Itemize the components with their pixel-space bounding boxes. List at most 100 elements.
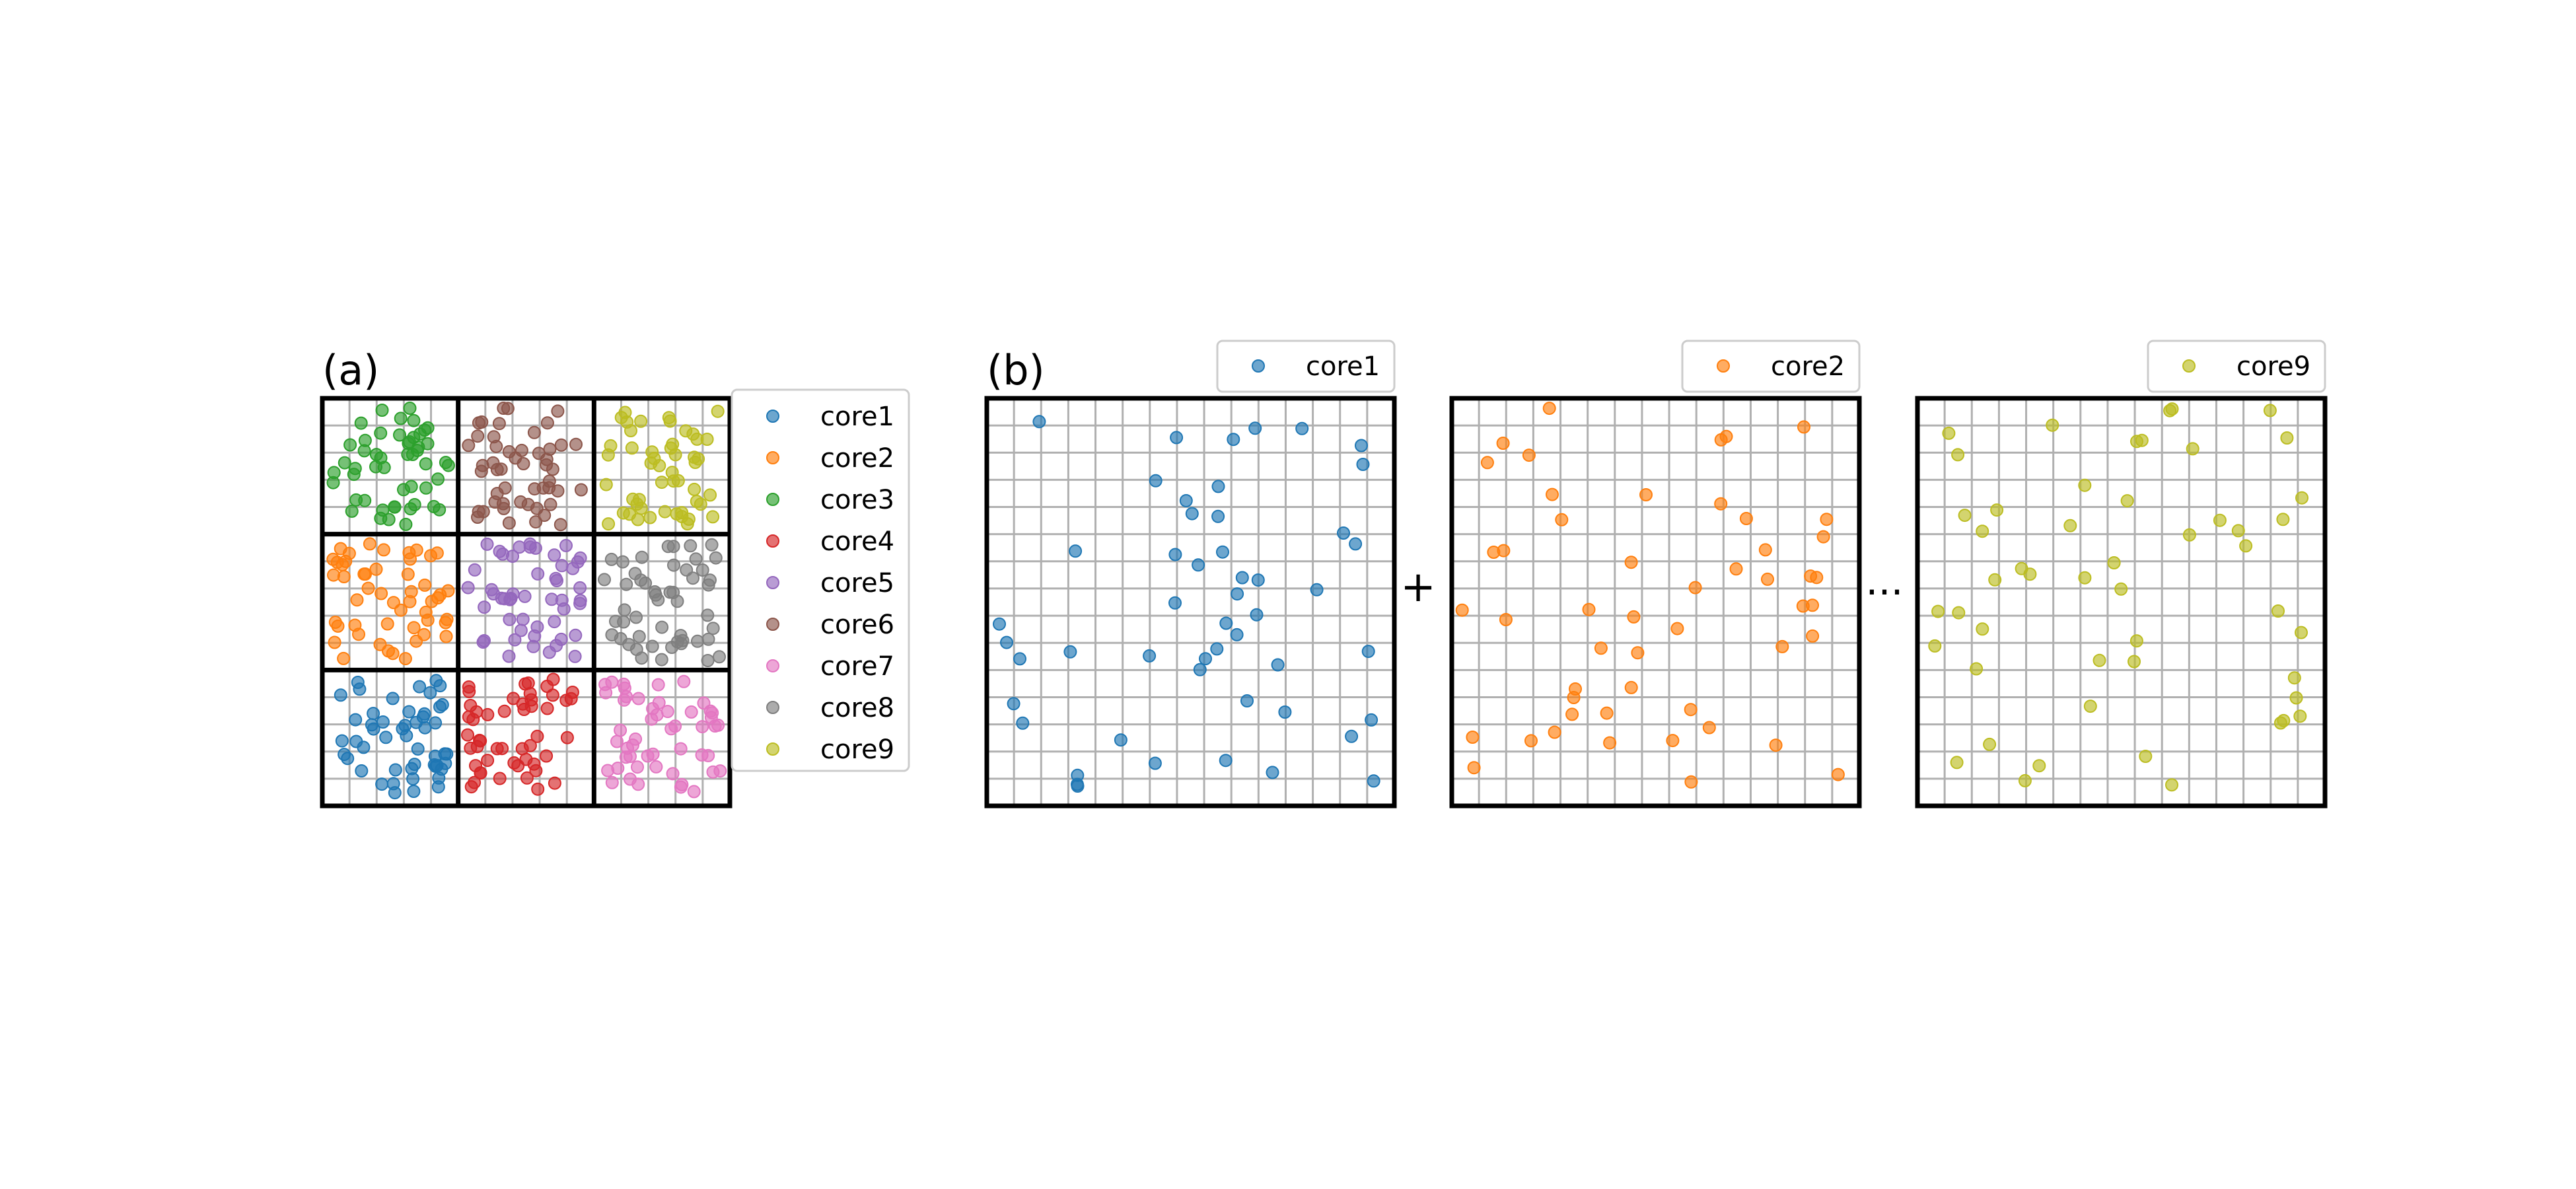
scatter-point	[377, 460, 391, 474]
scatter-point	[1831, 768, 1845, 781]
scatter-point	[462, 680, 476, 694]
scatter-point	[2129, 634, 2143, 648]
scatter-points-layer	[326, 402, 2308, 800]
scatter-point	[655, 653, 668, 667]
scatter-point	[1496, 437, 1510, 450]
scatter-point	[515, 742, 529, 756]
scatter-point	[2239, 539, 2253, 553]
legend-a-label: core1	[820, 402, 894, 432]
scatter-point	[604, 439, 618, 452]
legend-a-label: core7	[820, 651, 894, 682]
scatter-point	[485, 583, 499, 596]
legend-b-label: core9	[2236, 351, 2310, 382]
legend-a-label: core3	[820, 485, 894, 515]
scatter-point	[677, 674, 691, 688]
scatter-point	[559, 538, 573, 552]
scatter-point	[632, 630, 646, 643]
scatter-point	[349, 713, 363, 727]
scatter-point	[1796, 599, 1810, 613]
scatter-point	[550, 574, 563, 587]
scatter-point	[1337, 526, 1350, 540]
scatter-point	[542, 474, 556, 488]
scatter-point	[375, 777, 389, 791]
subplot-frame	[984, 396, 1397, 809]
scatter-point	[327, 568, 340, 582]
scatter-point	[433, 503, 447, 517]
scatter-point	[493, 772, 507, 785]
scatter-point	[2107, 556, 2121, 569]
scatter-point	[393, 428, 406, 442]
scatter-point	[502, 445, 516, 458]
subplot-frame	[1915, 396, 2328, 809]
scatter-point	[696, 720, 709, 734]
legend-a-label: core2	[820, 443, 894, 474]
scatter-point	[1266, 766, 1279, 779]
scatter-point	[439, 756, 452, 770]
scatter-point	[397, 483, 410, 497]
scatter-point	[1170, 431, 1184, 445]
scatter-point	[516, 612, 530, 626]
scatter-point	[1546, 487, 1559, 501]
scatter-point	[494, 462, 508, 476]
scatter-point	[625, 441, 639, 455]
scatter-point	[388, 763, 402, 777]
scatter-point	[1548, 725, 1561, 739]
scatter-point	[706, 510, 720, 524]
scatter-point	[367, 707, 380, 721]
scatter-point	[548, 776, 561, 790]
legend-b-group: core1 core2 core9	[1216, 340, 2326, 393]
scatter-point	[2276, 513, 2290, 526]
scatter-point	[1361, 645, 1375, 659]
scatter-point	[1627, 610, 1641, 624]
scatter-point	[1958, 509, 1972, 522]
scatter-point	[2032, 759, 2046, 773]
scatter-point	[2130, 435, 2143, 449]
scatter-point	[602, 517, 616, 531]
scatter-point	[2182, 528, 2196, 542]
scatter-point	[1670, 622, 1684, 635]
cell-points-core5	[461, 537, 587, 663]
legend-a-marker	[766, 534, 779, 548]
scatter-point	[651, 593, 665, 607]
scatter-point	[520, 771, 534, 785]
scatter-point	[432, 771, 446, 785]
ellipsis: ...	[1865, 558, 1903, 604]
scatter-point	[1231, 587, 1244, 601]
scatter-point	[497, 704, 511, 718]
scatter-point	[480, 537, 494, 551]
scatter-point	[413, 680, 427, 694]
scatter-point	[492, 417, 506, 431]
scatter-point	[407, 414, 421, 427]
scatter-point	[379, 731, 393, 744]
scatter-point	[701, 654, 715, 667]
scatter-point	[1758, 543, 1772, 557]
scatter-point	[554, 518, 567, 532]
scatter-point	[1466, 731, 1480, 744]
scatter-point	[529, 515, 543, 529]
scatter-point	[624, 424, 637, 437]
scatter-point	[634, 501, 648, 515]
scatter-point	[568, 649, 582, 663]
scatter-point	[701, 578, 715, 592]
scatter-point	[1719, 429, 1733, 443]
scatter-point	[328, 635, 341, 649]
scatter-point	[661, 540, 675, 554]
legend-b-label: core2	[1771, 351, 1845, 382]
scatter-point	[1990, 503, 2004, 517]
scatter-point	[347, 468, 361, 482]
scatter-point	[369, 448, 383, 462]
cell-points-core3	[326, 402, 455, 531]
scatter-point	[674, 629, 688, 643]
scatter-point	[398, 652, 412, 666]
scatter-point	[1582, 602, 1596, 616]
scatter-point	[1211, 480, 1225, 493]
scatter-point	[993, 617, 1006, 631]
scatter-point	[1148, 756, 1162, 770]
scatter-point	[1114, 733, 1127, 747]
scatter-point	[618, 406, 632, 419]
legend-a-marker	[766, 493, 779, 506]
scatter-point	[528, 629, 542, 643]
scatter-point	[688, 482, 701, 496]
scatter-point	[1631, 646, 1645, 660]
